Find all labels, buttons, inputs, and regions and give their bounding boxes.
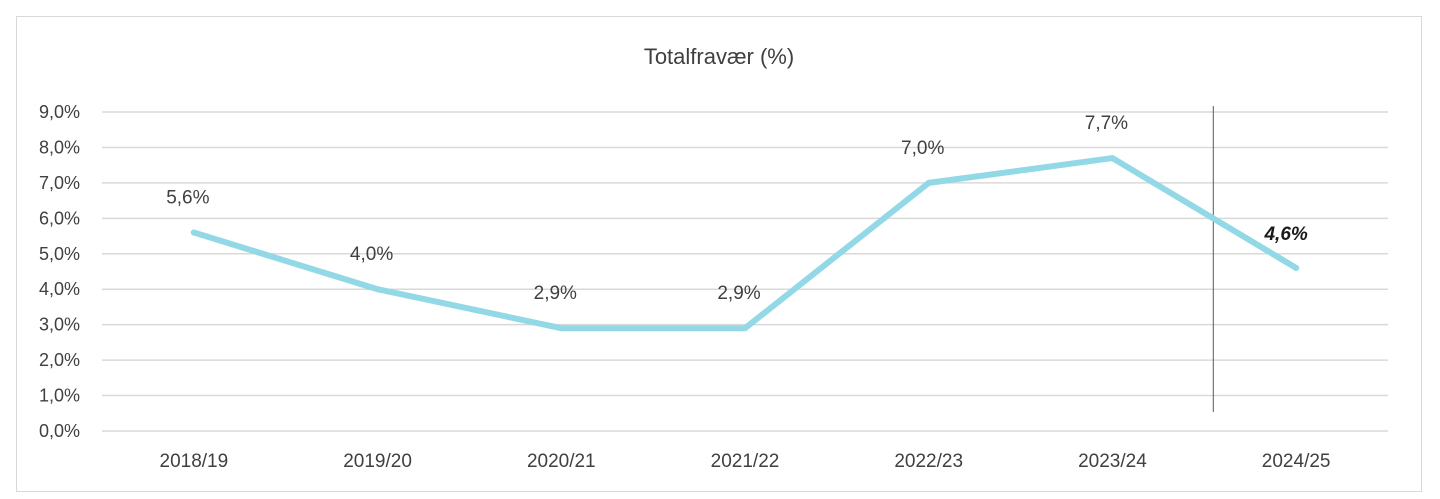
y-tick-label: 8,0% [39, 137, 80, 157]
gridlines [102, 111, 1388, 432]
data-point [925, 179, 932, 186]
data-label: 7,7% [1085, 113, 1128, 134]
x-tick-label: 2024/25 [1262, 451, 1331, 472]
x-tick-label: 2019/20 [343, 451, 412, 472]
data-point [1109, 155, 1116, 162]
y-tick-label: 3,0% [39, 315, 80, 335]
y-tick-label: 0,0% [39, 421, 80, 441]
x-tick-label: 2022/23 [894, 451, 963, 472]
y-tick-label: 1,0% [39, 386, 80, 406]
data-label: 2,9% [534, 283, 577, 304]
data-point [374, 286, 381, 293]
x-axis-ticks: 2018/19 2019/20 2020/21 2021/22 2022/23 2023/… [160, 451, 1331, 472]
y-tick-label: 4,0% [39, 279, 80, 299]
y-tick-label: 6,0% [39, 208, 80, 228]
y-tick-label: 5,0% [39, 244, 80, 264]
x-tick-label: 2021/22 [711, 451, 780, 472]
y-axis-ticks: 0,0% 1,0% 2,0% 3,0% 4,0% 5,0% 6,0% 7,0% 8,0% 9,0% [39, 102, 80, 441]
series-group [190, 155, 1300, 332]
data-labels: 5,6% 4,0% 2,9% 2,9% 7,0% 7,7% 4,6% [166, 113, 1308, 304]
x-tick-label: 2023/24 [1078, 451, 1147, 472]
data-label: 5,6% [166, 188, 209, 209]
x-tick-label: 2020/21 [527, 451, 596, 472]
data-point [190, 229, 197, 236]
data-label: 2,9% [717, 283, 760, 304]
data-point [1293, 264, 1300, 271]
data-point [742, 325, 748, 332]
y-tick-label: 9,0% [39, 102, 80, 122]
data-label: 7,0% [901, 138, 944, 159]
data-label: 4,0% [350, 244, 393, 265]
data-label: 4,6% [1263, 224, 1307, 245]
y-tick-label: 2,0% [39, 350, 80, 370]
chart-title: Totalfravær (%) [644, 44, 794, 69]
x-tick-label: 2018/19 [160, 451, 229, 472]
y-tick-label: 7,0% [39, 173, 80, 193]
data-point [558, 325, 565, 332]
